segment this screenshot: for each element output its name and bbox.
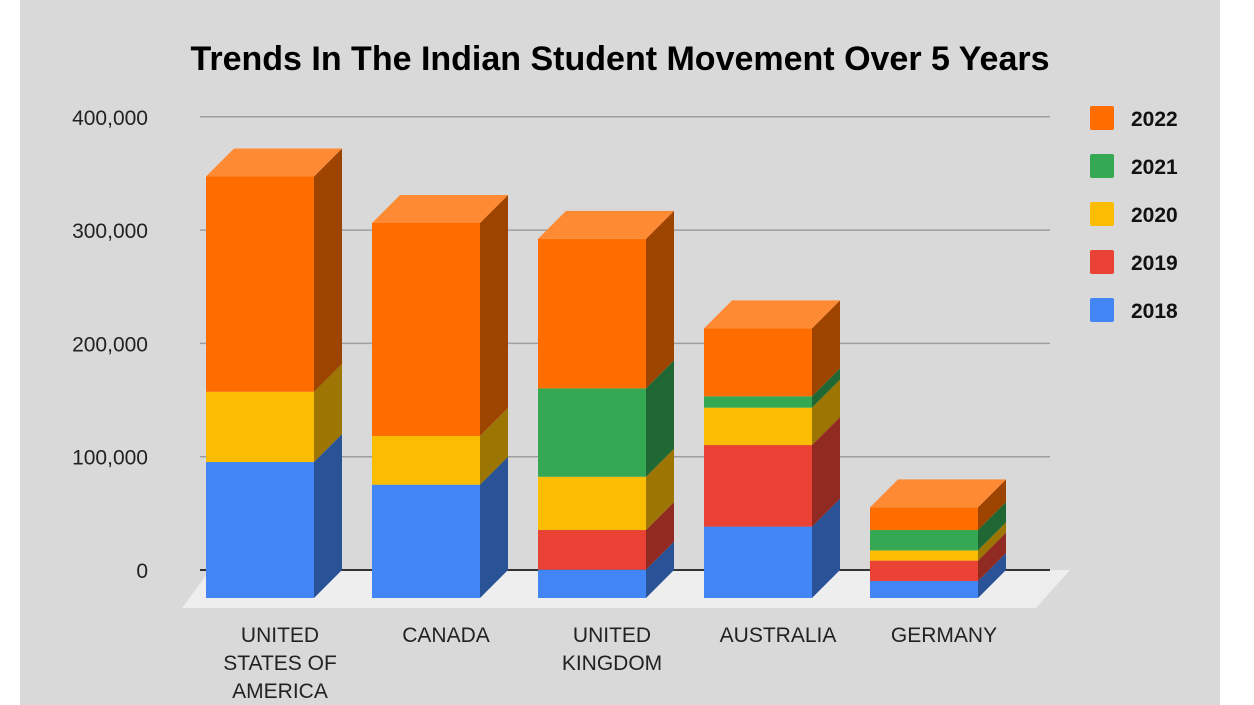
bar-segment-2019 [870,560,978,582]
x-category-label: UNITED KINGDOM [562,624,662,675]
y-tick-label: 100,000 [72,447,148,470]
bar-side-2018 [480,456,508,598]
y-tick-label: 200,000 [72,333,148,356]
bar-segment-2020 [538,476,646,531]
bar-side-2020 [314,363,342,463]
bar-segment-2018 [206,462,314,598]
bar-side-2018 [812,498,840,598]
legend-label: 2018 [1131,300,1178,323]
bar-side-2018 [314,434,342,598]
bar-stack [870,479,1006,598]
legend-swatch [1090,298,1114,322]
stacked-bar-chart: Trends In The Indian Student Movement Ov… [72,40,1178,703]
legend-label: 2019 [1131,252,1178,275]
bar-side-2022 [978,479,1006,531]
bar-segment-2022 [704,328,812,397]
x-category-label: CANADA [402,624,490,647]
bar-side-2019 [978,532,1006,582]
bar-side-2020 [646,448,674,531]
x-category-label: GERMANY [891,624,997,647]
bar-segment-2020 [372,435,480,485]
legend-swatch [1090,106,1114,130]
bar-top-2022 [704,300,840,329]
bar-side-2018 [646,541,674,598]
bar-segment-2020 [704,407,812,446]
bar-segment-2021 [538,388,646,477]
legend-item: 2018 [1090,298,1178,323]
bar-side-2022 [812,300,840,397]
bar-top-2022 [206,148,342,177]
bar-stack [704,300,840,598]
bar-segment-2019 [704,445,812,527]
chart-frame: Trends In The Indian Student Movement Ov… [20,0,1220,705]
bar-segment-2018 [372,484,480,598]
bar-segment-2022 [870,507,978,531]
legend-label: 2022 [1131,108,1178,131]
bar-side-2021 [812,368,840,408]
bar-side-2020 [978,522,1006,561]
bar-segment-2020 [870,550,978,561]
x-category-label: AUSTRALIA [720,624,837,647]
bar-side-2021 [978,502,1006,551]
legend-swatch [1090,202,1114,226]
bar-segment-2022 [206,176,314,392]
bar-segment-2018 [538,569,646,598]
bar-segment-2021 [870,530,978,551]
category-labels: UNITED STATES OF AMERICA CANADA UNITED KINGDO… [223,624,997,703]
legend-label: 2021 [1131,156,1178,179]
bar-top-2022 [372,194,508,223]
bar-side-2022 [480,194,508,436]
bar-segment-2019 [538,530,646,570]
x-category-label: UNITED STATES OF AMERICA [223,624,337,703]
bar-top-2022 [870,479,1006,508]
bar-segment-2022 [538,238,646,389]
bar-segment-2022 [372,222,480,436]
bars [206,148,1006,598]
bar-stack [206,148,342,598]
y-axis-ticks: 0 100,000 200,000 300,000 400,000 [72,107,148,583]
bar-segment-2021 [704,396,812,408]
legend-item: 2020 [1090,202,1178,227]
bar-side-2018 [978,553,1006,598]
legend-swatch [1090,250,1114,274]
legend-label: 2020 [1131,204,1178,227]
y-tick-label: 400,000 [72,107,148,130]
chart-title: Trends In The Indian Student Movement Ov… [190,40,1049,78]
y-tick-label: 300,000 [72,220,148,243]
legend-item: 2022 [1090,106,1178,131]
bar-side-2019 [646,502,674,570]
legend-item: 2019 [1090,250,1178,275]
bar-side-2021 [646,360,674,477]
bar-side-2020 [812,379,840,446]
bar-side-2020 [480,407,508,485]
bar-top-2022 [538,210,674,239]
legend-item: 2021 [1090,154,1178,179]
bar-segment-2020 [206,391,314,463]
bar-segment-2018 [704,526,812,598]
legend-swatch [1090,154,1114,178]
y-tick-label: 0 [136,560,148,583]
bar-side-2022 [314,148,342,392]
bar-segment-2018 [870,581,978,598]
bar-stack [538,210,674,598]
bar-side-2022 [646,210,674,389]
bar-stack [372,194,508,598]
bar-side-2019 [812,417,840,527]
legend: 2022 2021 2020 2019 2018 [1090,106,1178,323]
